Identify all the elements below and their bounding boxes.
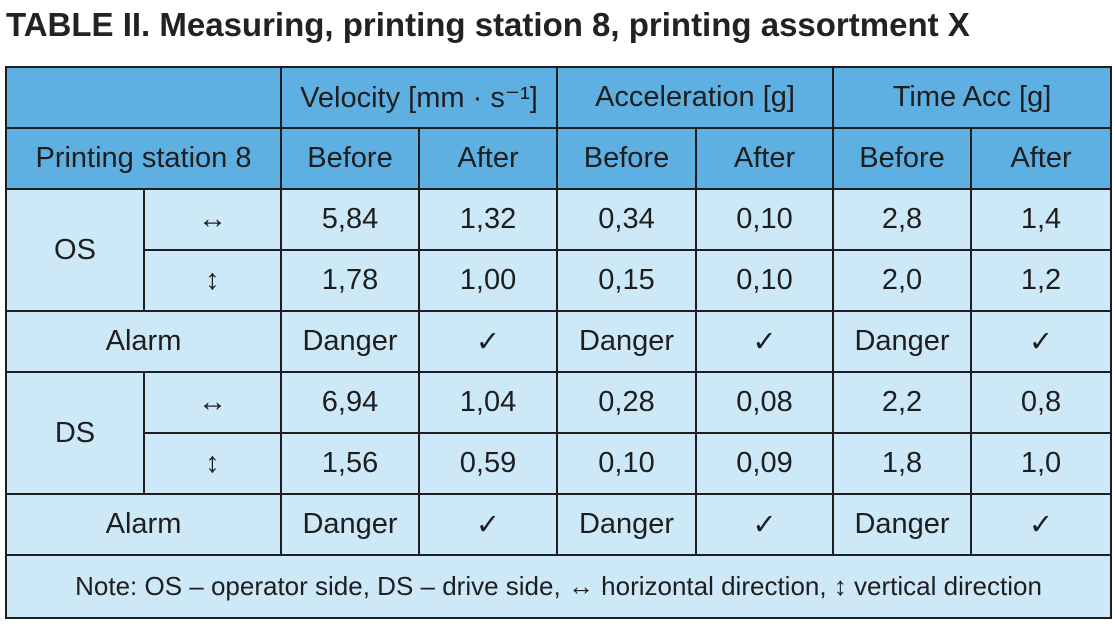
table-row: DS ↔ 6,94 1,04 0,28 0,08 2,2 0,8 — [5, 371, 1113, 495]
value-cell: 0,59 — [417, 432, 559, 495]
group-header: Velocity [mm · s⁻¹] — [279, 66, 559, 129]
alarm-cell: ✓ — [417, 493, 559, 556]
direction-cell: ↔ — [143, 188, 282, 251]
table-row: Alarm Danger ✓ Danger ✓ Danger ✓ — [5, 310, 1113, 373]
table-row: Alarm Danger ✓ Danger ✓ Danger ✓ — [5, 493, 1113, 556]
value-cell: 2,8 — [832, 188, 973, 251]
value-cell: 1,00 — [417, 249, 559, 312]
sub-header: Before — [280, 127, 420, 190]
direction-cell: ↕ — [143, 249, 282, 312]
alarm-cell: Danger — [832, 493, 973, 556]
value-cell: 0,08 — [695, 371, 835, 434]
alarm-cell: ✓ — [695, 493, 835, 556]
stub-header: Printing station 8 — [5, 127, 282, 190]
value-cell: 1,04 — [417, 371, 559, 434]
direction-cell: ↔ — [143, 371, 282, 434]
alarm-cell: ✓ — [417, 310, 559, 373]
table-row: Note: OS – operator side, DS – drive sid… — [4, 554, 1113, 619]
corner-cell — [5, 66, 282, 129]
table-row: Velocity [mm · s⁻¹] Acceleration [g] Time … — [5, 66, 1113, 129]
value-cell: 0,34 — [556, 188, 698, 251]
table-row: OS ↔ 5,84 1,32 0,34 0,10 2,8 1,4 — [5, 188, 1113, 312]
sub-header: Before — [556, 127, 698, 190]
value-cell: 1,8 — [832, 432, 973, 495]
value-cell: 0,10 — [695, 188, 835, 251]
value-cell: 0,28 — [556, 371, 698, 434]
table-row: ↕ 1,78 1,00 0,15 0,10 2,0 1,2 — [6, 249, 1113, 312]
group-header: Time Acc [g] — [832, 66, 1113, 129]
sub-header: After — [417, 127, 559, 190]
value-cell: 0,09 — [695, 432, 835, 495]
direction-cell: ↕ — [143, 432, 282, 495]
value-cell: 1,4 — [970, 188, 1113, 251]
alarm-cell: ✓ — [970, 493, 1113, 556]
table-title: TABLE II. Measuring, printing station 8,… — [6, 6, 970, 43]
value-cell: 1,2 — [970, 249, 1113, 312]
alarm-label: Alarm — [5, 310, 282, 373]
side-label: OS — [5, 188, 145, 312]
alarm-cell: Danger — [832, 310, 973, 373]
sub-header: Before — [832, 127, 973, 190]
side-label: DS — [5, 371, 145, 495]
value-cell: 6,94 — [280, 371, 420, 434]
value-cell: 2,0 — [832, 249, 973, 312]
value-cell: 0,10 — [695, 249, 835, 312]
value-cell: 1,56 — [280, 432, 420, 495]
table-row: Printing station 8 Before After Before After… — [5, 127, 1113, 190]
sub-header: After — [695, 127, 835, 190]
value-cell: 0,10 — [556, 432, 698, 495]
value-cell: 0,15 — [556, 249, 698, 312]
value-cell: 5,84 — [280, 188, 420, 251]
value-cell: 1,0 — [970, 432, 1113, 495]
alarm-cell: Danger — [280, 493, 420, 556]
alarm-label: Alarm — [5, 493, 282, 556]
alarm-cell: Danger — [556, 493, 698, 556]
alarm-cell: ✓ — [695, 310, 835, 373]
alarm-cell: Danger — [280, 310, 420, 373]
alarm-cell: Danger — [556, 310, 698, 373]
value-cell: 1,32 — [417, 188, 559, 251]
value-cell: 2,2 — [832, 371, 973, 434]
data-table: Velocity [mm · s⁻¹] Acceleration [g] Time … — [4, 66, 1113, 619]
value-cell: 1,78 — [280, 249, 420, 312]
table-note: Note: OS – operator side, DS – drive sid… — [4, 554, 1113, 619]
group-header: Acceleration [g] — [556, 66, 835, 129]
alarm-cell: ✓ — [970, 310, 1113, 373]
table-row: ↕ 1,56 0,59 0,10 0,09 1,8 1,0 — [6, 432, 1113, 495]
value-cell: 0,8 — [970, 371, 1113, 434]
sub-header: After — [970, 127, 1113, 190]
